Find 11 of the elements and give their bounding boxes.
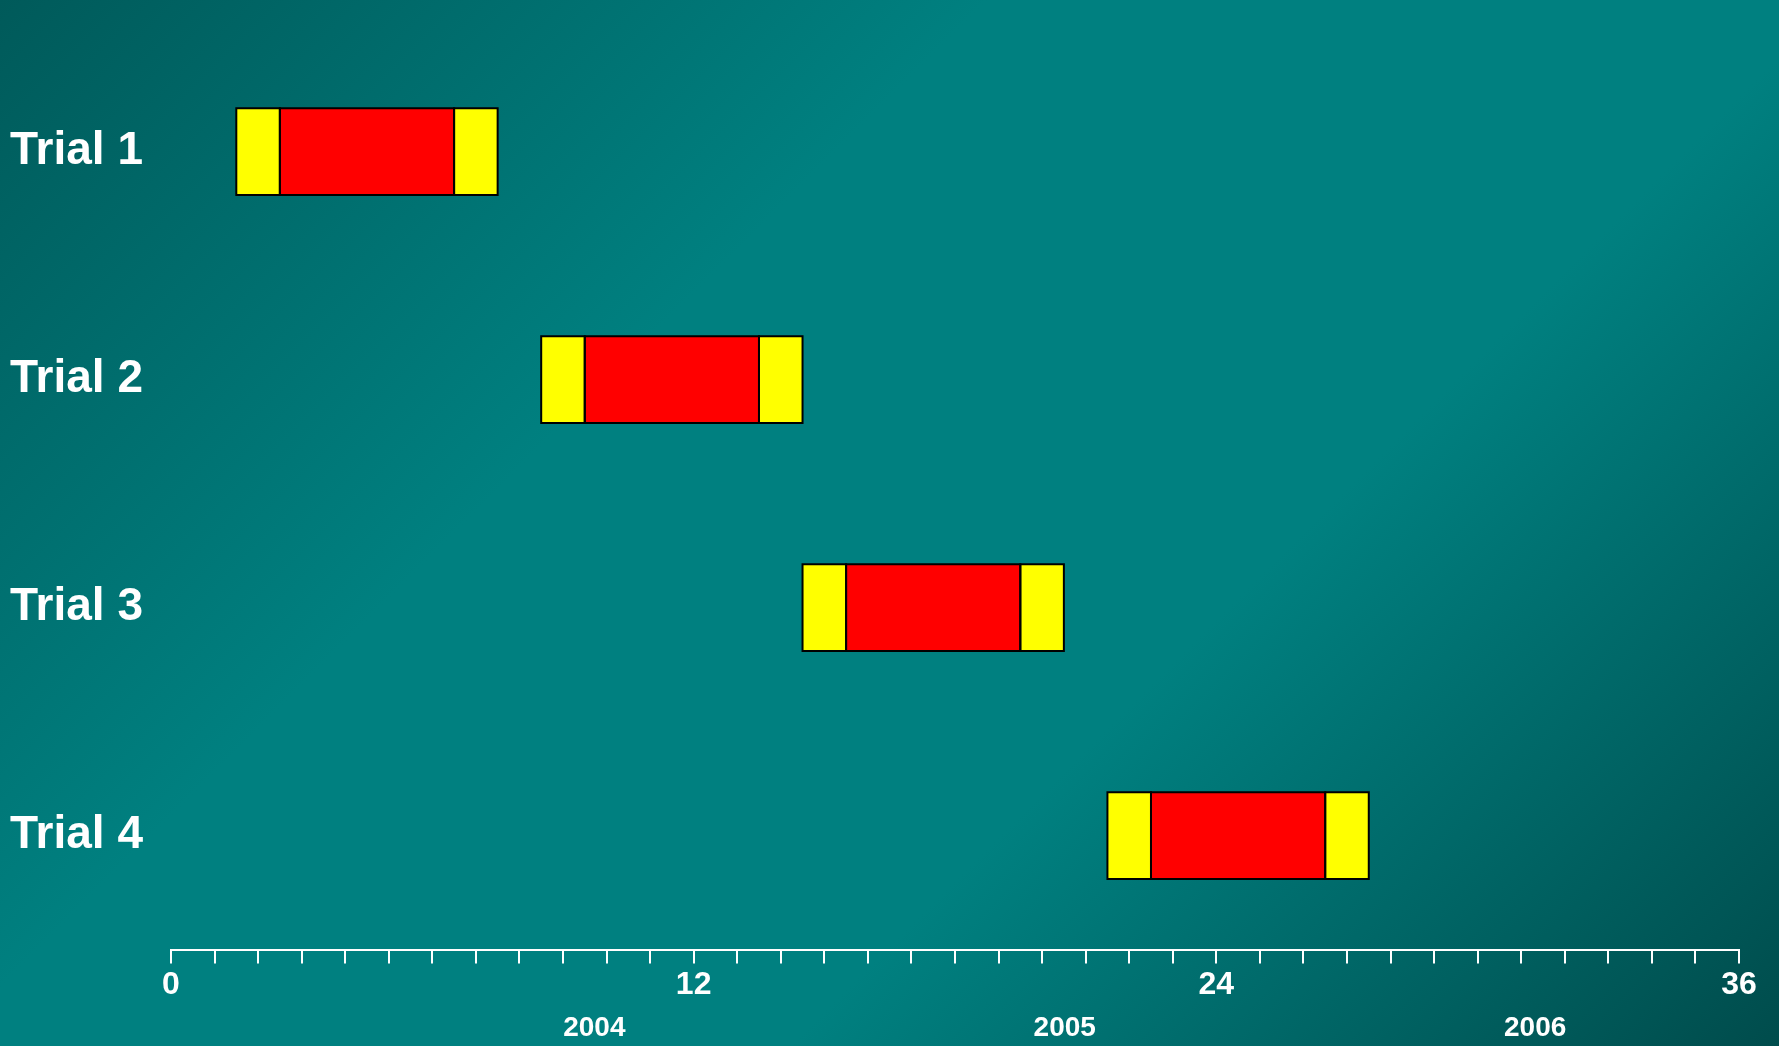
y-tick-label: Trial 3 [10, 578, 143, 631]
y-tick-label: Trial 2 [10, 350, 143, 403]
y-tick-label: Trial 4 [10, 806, 144, 859]
text: 2005 [1033, 1010, 1096, 1042]
x-tick-label: 36 [1721, 964, 1757, 1001]
y-tick-label: Trial 1 [10, 122, 143, 175]
x-tick-label: 0 [162, 964, 180, 1001]
text: 2006 [1504, 1010, 1567, 1042]
x-tick-label: 12 [675, 964, 712, 1001]
x-tick-label: 24 [1198, 964, 1235, 1001]
text: 2004 [563, 1010, 626, 1042]
